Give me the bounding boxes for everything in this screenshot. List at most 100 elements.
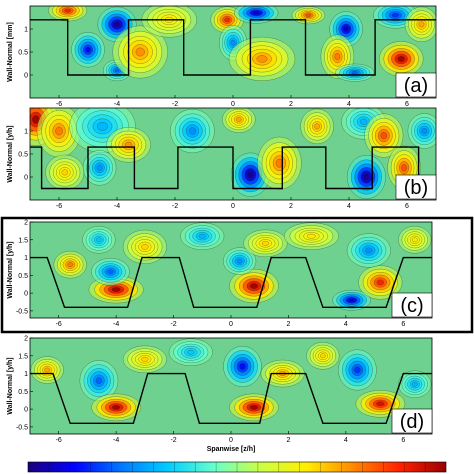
contour-field bbox=[48, 6, 436, 82]
contour-blob bbox=[230, 39, 236, 46]
contour-blob bbox=[113, 21, 121, 28]
contour-blob bbox=[61, 169, 69, 176]
contour-blob bbox=[261, 241, 270, 246]
contour-blob bbox=[354, 366, 361, 374]
contour-blob bbox=[114, 68, 120, 73]
riblet-profile-line bbox=[30, 256, 432, 308]
panel-label: (b) bbox=[404, 177, 428, 199]
x-tick-label: -4 bbox=[113, 321, 119, 328]
panels: -6 -4 -2 0 2 4 6 0 0.5 1 Wall-Normal [mm] (a) -6 -4 -2… bbox=[0, 5, 474, 453]
contour-blob bbox=[236, 258, 243, 264]
y-tick-label: 0.5 bbox=[18, 389, 28, 396]
riblet-profile-line bbox=[30, 19, 436, 76]
x-tick-label: 4 bbox=[347, 203, 351, 210]
x-tick-label: 0 bbox=[229, 321, 233, 328]
contour-blob bbox=[418, 21, 425, 28]
x-tick-label: -6 bbox=[56, 321, 62, 328]
contour-blob bbox=[95, 377, 103, 385]
colorbar bbox=[27, 461, 447, 473]
x-tick-label: -6 bbox=[56, 203, 62, 210]
contour-blob bbox=[314, 123, 320, 130]
y-tick-label: 1.5 bbox=[18, 237, 28, 244]
panel-c: -6 -4 -2 0 2 4 6 -0.5 0 0.5 1 1.5 2 Wall-Normal [y/h]… bbox=[0, 216, 474, 334]
x-tick-label: -2 bbox=[172, 101, 178, 108]
contour-blob bbox=[44, 367, 50, 373]
contour-blob bbox=[112, 405, 121, 410]
contour-blob bbox=[351, 71, 359, 75]
x-tick-label: 6 bbox=[401, 437, 405, 444]
contour-blob bbox=[305, 13, 312, 17]
contour-blob bbox=[380, 131, 388, 140]
y-tick-label: -0.5 bbox=[16, 308, 28, 315]
y-axis-label: Wall-Normal [y/h] bbox=[7, 241, 14, 298]
contour-blob bbox=[64, 8, 71, 13]
contour-blob bbox=[249, 405, 259, 410]
contour-blob bbox=[96, 237, 102, 243]
y-tick-label: 1 bbox=[24, 255, 28, 262]
x-tick-label: 2 bbox=[289, 101, 293, 108]
x-tick-label: 0 bbox=[229, 437, 233, 444]
y-tick-label: 1 bbox=[24, 129, 28, 136]
panel-label: (d) bbox=[400, 411, 424, 433]
contour-field bbox=[53, 222, 432, 311]
contour-blob bbox=[107, 269, 114, 275]
contour-blob bbox=[397, 55, 405, 62]
y-axis-label: Wall-Normal [mm] bbox=[7, 22, 14, 82]
contour-blob bbox=[256, 55, 268, 63]
contour-blob bbox=[412, 381, 418, 387]
contour-blob bbox=[348, 298, 355, 302]
contour-blob bbox=[391, 12, 400, 18]
riblet-profile-line bbox=[30, 372, 432, 424]
contour-field bbox=[30, 108, 436, 200]
contour-blob bbox=[401, 164, 407, 172]
contour-blob bbox=[247, 171, 254, 179]
x-tick-label: 6 bbox=[405, 203, 409, 210]
x-tick-label: 0 bbox=[231, 203, 235, 210]
x-tick-label: 0 bbox=[231, 101, 235, 108]
contour-blob bbox=[111, 287, 121, 292]
panel-label-box bbox=[395, 174, 437, 200]
x-tick-label: 6 bbox=[405, 101, 409, 108]
x-tick-label: -2 bbox=[170, 437, 176, 444]
contour-blob bbox=[320, 353, 326, 359]
contour-blob bbox=[85, 46, 91, 53]
y-tick-label: 0.5 bbox=[18, 50, 28, 57]
x-tick-label: -6 bbox=[56, 437, 62, 444]
contour-blob bbox=[252, 11, 260, 15]
y-axis-label: Wall-Normal [y/h] bbox=[7, 125, 14, 182]
contour-blob bbox=[376, 401, 385, 407]
panel-b: -6 -4 -2 0 2 4 6 0 0.5 1 Wall-Normal [y/h] (b) bbox=[7, 107, 437, 210]
contour-blob bbox=[198, 233, 206, 239]
y-tick-label: 1.5 bbox=[18, 353, 28, 360]
x-tick-label: -2 bbox=[170, 321, 176, 328]
contour-blob bbox=[306, 233, 316, 239]
y-tick-label: 0 bbox=[24, 407, 28, 414]
y-tick-label: 0 bbox=[24, 175, 28, 182]
contour-blob bbox=[141, 244, 149, 250]
panel-label: (c) bbox=[400, 295, 423, 317]
contour-blob bbox=[249, 283, 259, 289]
x-axis-label: Spanwise [z/h] bbox=[207, 446, 256, 453]
y-tick-label: 2 bbox=[24, 220, 28, 227]
panel-label-box bbox=[395, 72, 437, 98]
y-tick-label: 0 bbox=[24, 73, 28, 80]
y-tick-label: 0 bbox=[24, 291, 28, 298]
contour-blob bbox=[376, 279, 384, 286]
panel-label-box bbox=[391, 292, 433, 318]
contour-blob bbox=[97, 122, 108, 131]
x-tick-label: 2 bbox=[289, 203, 293, 210]
y-tick-label: -0.5 bbox=[16, 424, 28, 431]
contour-field bbox=[30, 338, 432, 422]
contour-blob bbox=[239, 363, 246, 370]
y-axis-label: Wall-Normal [y/h] bbox=[7, 357, 14, 414]
x-tick-label: -4 bbox=[114, 203, 120, 210]
panel-label: (a) bbox=[404, 75, 428, 97]
contour-blob bbox=[412, 237, 418, 243]
x-tick-label: -4 bbox=[113, 437, 119, 444]
x-tick-label: 6 bbox=[401, 321, 405, 328]
y-tick-label: 2 bbox=[24, 336, 28, 343]
y-tick-label: 0.5 bbox=[18, 152, 28, 159]
x-tick-label: 2 bbox=[286, 437, 290, 444]
y-tick-label: 0.5 bbox=[18, 273, 28, 280]
contour-blob bbox=[187, 349, 195, 355]
